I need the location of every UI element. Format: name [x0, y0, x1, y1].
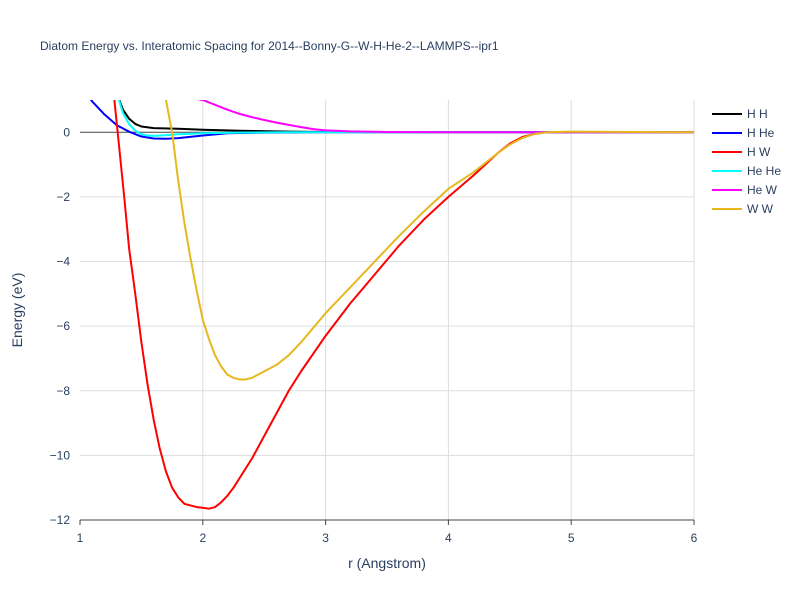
legend-label: He W	[747, 183, 778, 197]
series-line-he-he	[117, 100, 694, 137]
y-tick-label: −12	[50, 513, 71, 527]
y-tick-label: −10	[50, 448, 71, 462]
series-line-h-w	[113, 100, 694, 510]
y-tick-label: −4	[56, 255, 70, 269]
legend-label: He He	[747, 164, 781, 178]
legend-item[interactable]: H W	[712, 145, 771, 159]
y-axis-ticks: 0 −2 −4 −6 −8 −10 −12	[50, 125, 71, 527]
legend-label: H W	[747, 145, 771, 159]
x-tick-label: 4	[445, 531, 452, 545]
series-line-he-w	[197, 100, 694, 134]
legend-item[interactable]: He He	[712, 164, 781, 178]
y-gridlines	[80, 131, 694, 456]
legend-label: H H	[747, 107, 768, 121]
legend-item[interactable]: H He	[712, 126, 775, 140]
x-axis-ticks: 1 2 3 4 5 6	[77, 520, 698, 545]
legend-item[interactable]: H H	[712, 107, 768, 121]
y-tick-label: 0	[63, 125, 70, 139]
legend-item[interactable]: He W	[712, 183, 778, 197]
x-gridlines	[202, 100, 695, 520]
legend-item[interactable]: W W	[712, 202, 774, 216]
series-layer	[89, 100, 694, 510]
y-axis-title: Energy (eV)	[9, 273, 25, 348]
legend[interactable]: H H H He H W He He He W W W	[712, 107, 781, 216]
series-line-h-h	[118, 100, 694, 134]
series-line-w-w	[164, 100, 694, 381]
y-tick-label: −8	[56, 384, 70, 398]
x-tick-label: 5	[568, 531, 575, 545]
x-tick-label: 2	[199, 531, 206, 545]
x-tick-label: 3	[322, 531, 329, 545]
chart-title: Diatom Energy vs. Interatomic Spacing fo…	[40, 39, 499, 53]
legend-label: W W	[747, 202, 774, 216]
y-tick-label: −6	[56, 319, 70, 333]
legend-label: H He	[747, 126, 775, 140]
x-tick-label: 6	[691, 531, 698, 545]
y-tick-label: −2	[56, 190, 70, 204]
x-axis-title: r (Angstrom)	[348, 555, 426, 571]
x-tick-label: 1	[77, 531, 84, 545]
